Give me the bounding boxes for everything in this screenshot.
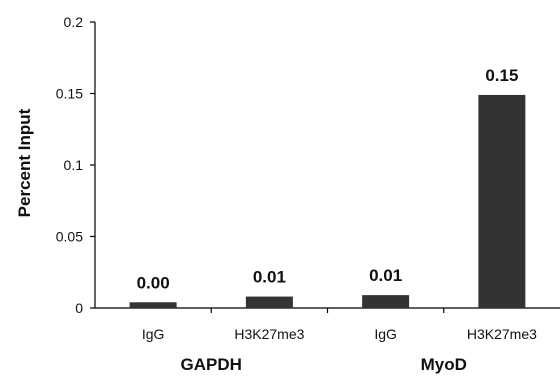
data-label: 0.00	[137, 273, 170, 292]
bar	[478, 94, 526, 309]
data-label: 0.01	[369, 266, 402, 285]
y-tick-label: 0.2	[64, 14, 84, 30]
y-tick-label: 0.1	[64, 157, 84, 173]
x-tick-label: IgG	[142, 326, 165, 342]
group-label: GAPDH	[181, 355, 242, 374]
bars	[129, 94, 526, 309]
data-label: 0.15	[485, 66, 518, 85]
bar	[129, 302, 177, 308]
x-tick-label: H3K27me3	[234, 326, 304, 342]
bar	[245, 296, 293, 308]
data-label: 0.01	[253, 268, 286, 287]
group-label: MyoD	[421, 355, 467, 374]
x-tick-label: H3K27me3	[467, 326, 537, 342]
x-tick-label: IgG	[374, 326, 397, 342]
data-labels: 0.00 0.01 0.01 0.15	[137, 66, 519, 292]
y-tick-label: 0.05	[56, 229, 83, 245]
y-tick-label: 0.15	[56, 86, 83, 102]
y-tick-label: 0	[75, 300, 83, 316]
y-axis: 0 0.05 0.1 0.15 0.2	[56, 14, 96, 316]
x-axis: IgG H3K27me3 IgG H3K27me3 GAPDH MyoD	[95, 307, 560, 374]
bar	[362, 295, 410, 308]
y-axis-title: Percent Input	[15, 108, 34, 217]
